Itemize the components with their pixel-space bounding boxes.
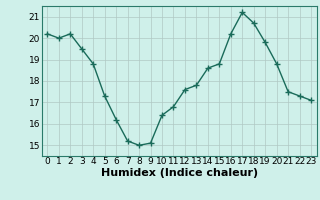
X-axis label: Humidex (Indice chaleur): Humidex (Indice chaleur)	[100, 168, 258, 178]
